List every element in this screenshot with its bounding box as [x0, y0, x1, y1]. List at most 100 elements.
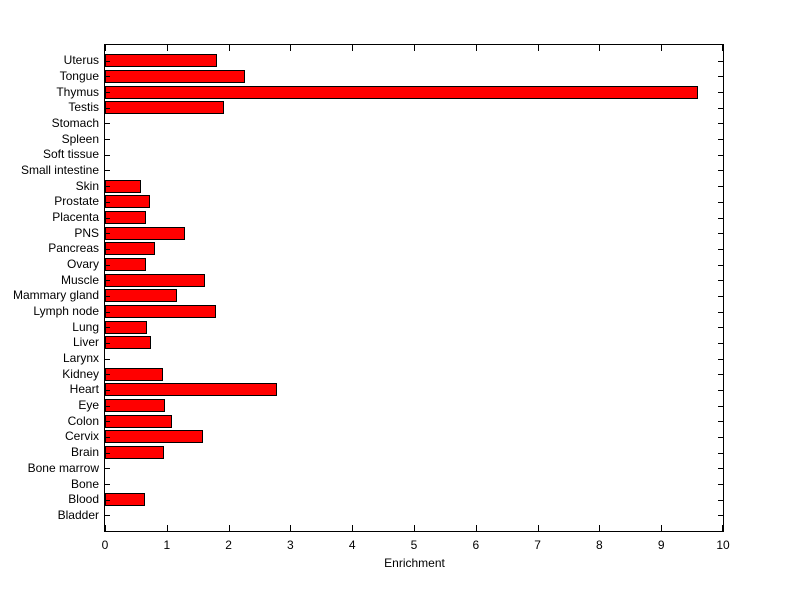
- y-tick-mark: [718, 342, 723, 344]
- y-tick-mark: [105, 405, 110, 407]
- y-tick-label: Cervix: [64, 429, 99, 444]
- bar: [105, 383, 277, 397]
- y-tick-mark: [718, 92, 723, 93]
- x-tick-mark: [475, 525, 477, 531]
- y-tick-mark: [718, 264, 723, 266]
- y-tick-label: PNS: [74, 225, 99, 240]
- bar: [105, 54, 217, 68]
- y-tick-mark: [105, 468, 110, 470]
- y-tick-mark: [718, 484, 723, 485]
- y-tick-label: Bone: [70, 476, 99, 491]
- y-tick-mark: [105, 515, 110, 517]
- y-tick-mark: [105, 201, 110, 203]
- y-tick-mark: [718, 154, 723, 156]
- y-tick-mark: [718, 436, 723, 438]
- y-tick-mark: [718, 139, 723, 141]
- y-tick-label: Soft tissue: [42, 147, 99, 162]
- plot-area: [104, 44, 724, 532]
- y-tick-label: Mammary gland: [12, 288, 99, 303]
- x-axis-title: Enrichment: [384, 556, 445, 570]
- y-tick-label: Brain: [70, 445, 99, 460]
- y-tick-label: Liver: [72, 335, 99, 350]
- y-tick-mark: [718, 60, 723, 62]
- y-tick-mark: [718, 311, 723, 313]
- x-tick-label: 8: [596, 538, 603, 552]
- y-tick-mark: [718, 295, 723, 297]
- y-tick-label: Uterus: [63, 53, 99, 68]
- y-tick-mark: [718, 248, 723, 250]
- y-tick-label: Placenta: [52, 210, 99, 224]
- y-tick-mark: [105, 499, 110, 501]
- y-tick-label: Blood: [68, 492, 99, 507]
- x-tick-label: 5: [410, 538, 418, 552]
- y-tick-mark: [105, 327, 110, 329]
- y-tick-mark: [105, 436, 110, 438]
- bar: [105, 242, 156, 256]
- x-tick-mark: [661, 525, 663, 531]
- y-tick-label: Colon: [67, 413, 99, 428]
- x-tick-mark: [290, 525, 292, 531]
- x-tick-label: 6: [472, 538, 480, 552]
- x-tick-mark: [722, 525, 723, 531]
- x-tick-mark: [166, 45, 168, 51]
- y-tick-label: Prostate: [54, 194, 99, 209]
- x-tick-label: 4: [348, 538, 356, 552]
- y-tick-label: Muscle: [60, 272, 99, 287]
- y-tick-label: Testis: [68, 100, 99, 115]
- bar: [105, 101, 224, 115]
- y-tick-mark: [105, 342, 110, 344]
- x-tick-label: 10: [716, 538, 730, 552]
- y-tick-label: Larynx: [62, 351, 99, 365]
- y-tick-label: Thymus: [56, 84, 99, 99]
- x-tick-mark: [166, 525, 168, 531]
- x-tick-label: 0: [101, 538, 109, 552]
- bar: [105, 179, 141, 193]
- y-tick-label: Lung: [72, 319, 99, 334]
- bar: [105, 414, 172, 428]
- y-tick-mark: [718, 107, 723, 109]
- bar: [105, 399, 165, 413]
- y-tick-label: Pancreas: [48, 241, 99, 256]
- x-tick-mark: [414, 525, 415, 531]
- y-tick-label: Small intestine: [20, 162, 99, 177]
- y-tick-mark: [718, 170, 723, 172]
- y-tick-label: Spleen: [61, 131, 99, 146]
- y-tick-label: Stomach: [51, 115, 99, 130]
- y-tick-mark: [105, 170, 110, 172]
- y-tick-mark: [718, 217, 723, 219]
- y-tick-mark: [718, 327, 723, 329]
- x-tick-mark: [475, 45, 477, 51]
- bar: [105, 69, 245, 83]
- x-tick-mark: [537, 525, 539, 531]
- y-tick-mark: [105, 92, 110, 93]
- y-tick-mark: [718, 201, 723, 203]
- y-tick-mark: [718, 421, 723, 423]
- y-tick-mark: [718, 358, 723, 360]
- x-tick-mark: [414, 45, 415, 51]
- bar: [105, 367, 163, 381]
- bar: [105, 195, 150, 209]
- x-tick-label: 3: [287, 538, 294, 552]
- y-tick-mark: [105, 107, 110, 109]
- y-tick-mark: [105, 60, 110, 62]
- y-tick-label: Kidney: [62, 366, 99, 381]
- y-tick-label: Eye: [78, 398, 99, 413]
- y-tick-mark: [105, 139, 110, 141]
- x-tick-mark: [352, 525, 354, 531]
- y-tick-mark: [718, 280, 723, 282]
- y-tick-mark: [105, 76, 110, 78]
- x-tick-mark: [722, 45, 723, 51]
- y-tick-mark: [718, 405, 723, 407]
- y-tick-mark: [105, 217, 110, 219]
- x-tick-mark: [352, 45, 354, 51]
- y-tick-mark: [718, 468, 723, 470]
- y-tick-mark: [718, 515, 723, 517]
- bar: [105, 320, 147, 334]
- y-tick-mark: [718, 76, 723, 78]
- y-tick-mark: [105, 484, 110, 485]
- y-tick-mark: [718, 123, 723, 125]
- y-tick-label: Tongue: [59, 68, 99, 83]
- y-tick-mark: [718, 452, 723, 454]
- y-tick-label: Lymph node: [33, 304, 99, 318]
